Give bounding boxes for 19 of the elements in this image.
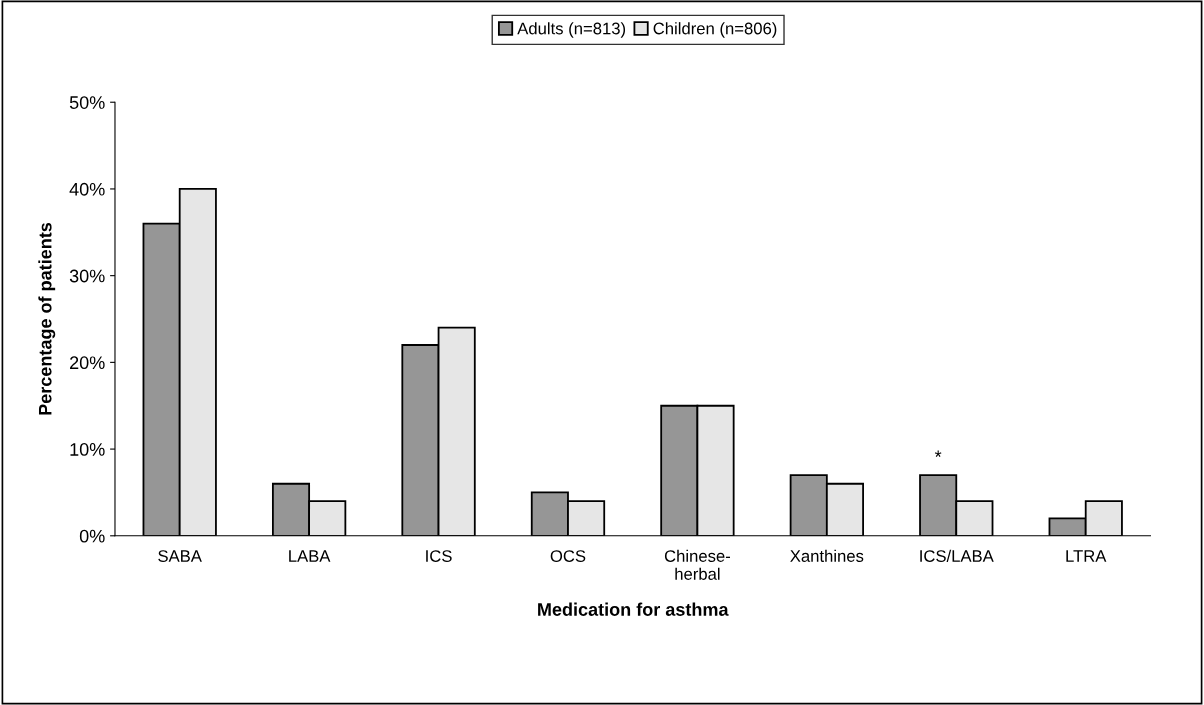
y-tick-label: 40% bbox=[69, 182, 105, 196]
x-tick-label: OCS bbox=[550, 550, 586, 562]
x-tick-label: ICS bbox=[426, 550, 452, 562]
x-tick-label: Chinese- herbal bbox=[664, 549, 731, 580]
y-axis-title: Percentage of patients bbox=[38, 222, 56, 415]
x-tick-label: Xanthines bbox=[790, 549, 864, 562]
x-tick-label: ICS/LABA bbox=[920, 549, 994, 562]
y-tick-label: 10% bbox=[70, 443, 105, 456]
y-tick-label: 0% bbox=[79, 529, 105, 543]
x-tick-label: LTRA bbox=[1066, 550, 1107, 562]
legend-label: Children (n=806) bbox=[653, 22, 777, 38]
y-tick-label: 30% bbox=[69, 269, 105, 283]
x-tick-label: LABA bbox=[289, 550, 331, 562]
legend-label: Adults (n=813) bbox=[517, 22, 626, 38]
annotation: * bbox=[934, 450, 942, 457]
y-tick-label: 20% bbox=[70, 356, 105, 370]
x-tick-label: SABA bbox=[158, 550, 202, 562]
y-tick-label: 50% bbox=[69, 96, 105, 109]
x-axis-title: Medication for asthma bbox=[538, 602, 729, 616]
